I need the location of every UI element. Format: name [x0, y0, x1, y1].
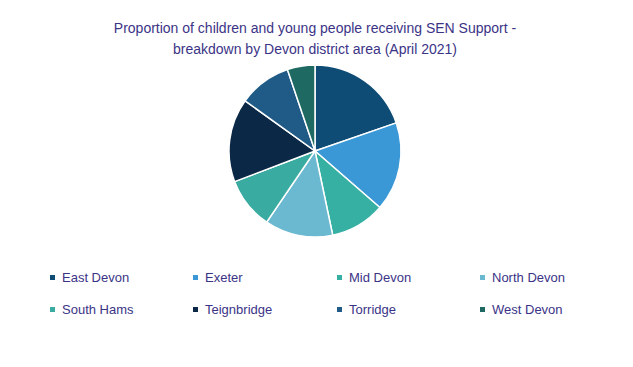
legend-item: Exeter	[193, 270, 243, 285]
legend-swatch	[480, 275, 485, 280]
legend: East Devon Exeter Mid Devon North Devon Sout…	[50, 270, 565, 317]
legend-label: West Devon	[492, 302, 563, 317]
plot-area	[229, 65, 401, 237]
legend-label: North Devon	[492, 270, 565, 285]
background	[0, 0, 633, 367]
legend-item: East Devon	[50, 270, 129, 285]
pie-slice	[287, 65, 315, 151]
legend-item: North Devon	[480, 270, 565, 285]
legend-swatch	[50, 275, 55, 280]
legend-swatch	[193, 275, 198, 280]
legend-label: Exeter	[205, 270, 243, 285]
legend-label: Mid Devon	[349, 270, 411, 285]
legend-label: Teignbridge	[205, 302, 272, 317]
legend-item: Teignbridge	[193, 302, 272, 317]
legend-label: Torridge	[349, 302, 396, 317]
legend-item: Mid Devon	[337, 270, 411, 285]
legend-swatch	[50, 307, 55, 312]
chart-root: Proportion of children and young people …	[0, 0, 633, 367]
title-line: breakdown by Devon district area (April …	[173, 41, 457, 57]
legend-swatch	[337, 275, 342, 280]
slices	[229, 65, 401, 237]
legend-swatch	[337, 307, 342, 312]
legend-swatch	[480, 307, 485, 312]
legend-label: East Devon	[62, 270, 129, 285]
legend-swatch	[193, 307, 198, 312]
legend-item: South Hams	[50, 302, 134, 317]
chart-title: Proportion of children and young people …	[114, 20, 517, 57]
legend-item: West Devon	[480, 302, 563, 317]
legend-item: Torridge	[337, 302, 396, 317]
legend-label: South Hams	[62, 302, 134, 317]
title-line: Proportion of children and young people …	[114, 20, 517, 36]
